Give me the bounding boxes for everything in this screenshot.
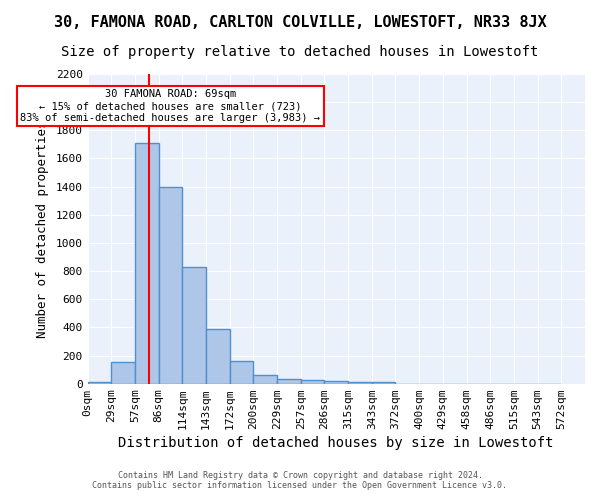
X-axis label: Distribution of detached houses by size in Lowestoft: Distribution of detached houses by size … xyxy=(119,436,554,450)
Bar xyxy=(301,380,325,384)
Bar xyxy=(182,267,206,384)
Text: 30 FAMONA ROAD: 69sqm
← 15% of detached houses are smaller (723)
83% of semi-det: 30 FAMONA ROAD: 69sqm ← 15% of detached … xyxy=(20,90,320,122)
Y-axis label: Number of detached properties: Number of detached properties xyxy=(35,120,49,338)
Text: Contains HM Land Registry data © Crown copyright and database right 2024.
Contai: Contains HM Land Registry data © Crown c… xyxy=(92,470,508,490)
Bar xyxy=(277,379,301,384)
Bar xyxy=(158,188,182,384)
Text: 30, FAMONA ROAD, CARLTON COLVILLE, LOWESTOFT, NR33 8JX: 30, FAMONA ROAD, CARLTON COLVILLE, LOWES… xyxy=(53,15,547,30)
Bar xyxy=(253,374,277,384)
Text: Size of property relative to detached houses in Lowestoft: Size of property relative to detached ho… xyxy=(61,45,539,59)
Bar xyxy=(88,382,111,384)
Bar xyxy=(348,382,372,384)
Bar xyxy=(135,143,158,384)
Bar xyxy=(230,361,253,384)
Bar xyxy=(111,362,135,384)
Bar xyxy=(372,382,395,384)
Bar xyxy=(206,330,230,384)
Bar xyxy=(325,381,348,384)
